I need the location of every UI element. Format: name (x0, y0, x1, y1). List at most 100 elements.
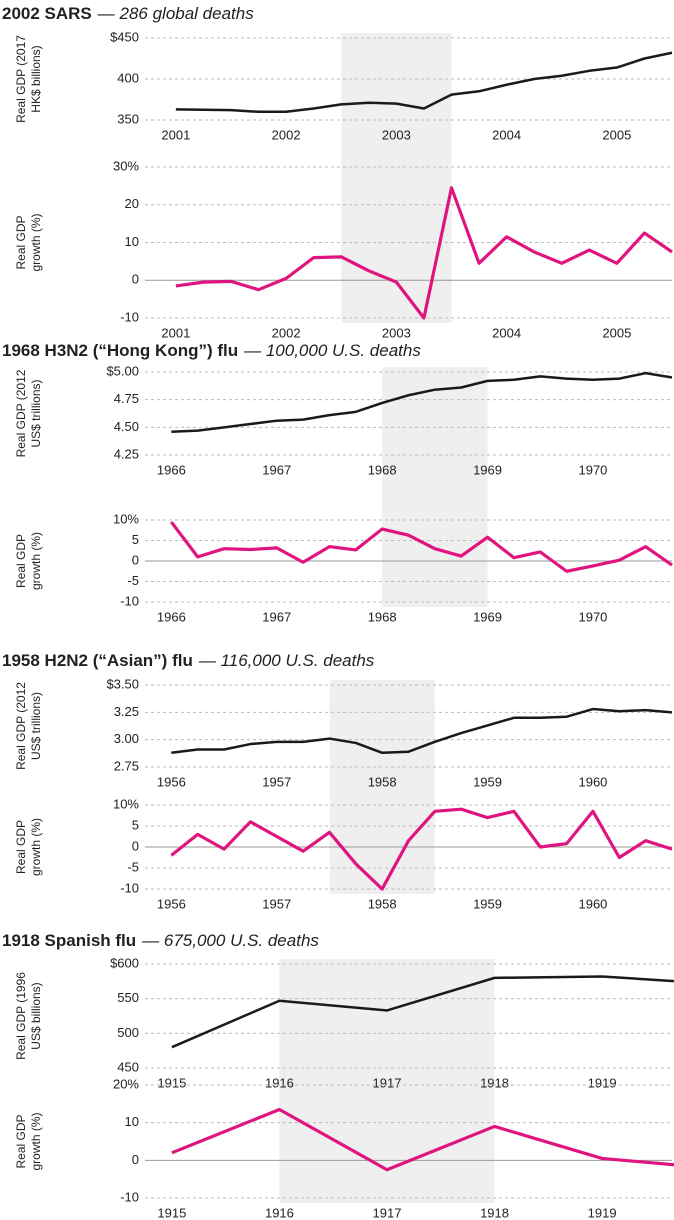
y-tick-label: -5 (127, 573, 139, 588)
y-axis-label: Real GDP (2012 (14, 682, 28, 770)
chart: 1968 H3N2 (“Hong Kong”) flu — 100,000 U.S… (2, 341, 673, 607)
data-line (171, 1107, 674, 1172)
y-axis-label: Real GDP (2017 (14, 35, 28, 123)
data-line (171, 371, 673, 434)
y-tick-label: 450 (117, 1059, 139, 1074)
x-tick-label: 1970 (578, 609, 607, 624)
y-tick-label: -10 (120, 309, 139, 324)
shaded-period (341, 33, 452, 323)
chart: 2002 SARS — 286 global deaths $450 400 350 Re… (2, 4, 673, 323)
x-tick-label: 2005 (602, 325, 631, 340)
y-tick-label: 4.75 (114, 391, 139, 406)
x-tick-label: 1967 (262, 609, 291, 624)
y-tick-label: $5.00 (106, 363, 139, 378)
y-tick-label: -5 (127, 859, 139, 874)
y-axis-label: growth (%) (29, 213, 43, 271)
y-tick-label: 4.50 (114, 419, 139, 434)
shaded-period (329, 680, 435, 894)
y-tick-label: 20% (113, 1076, 139, 1091)
x-tick-label: 1956 (157, 774, 186, 789)
chart-title: 1958 H2N2 (“Asian”) flu — 116,000 U.S. de… (2, 651, 375, 670)
y-tick-label: 4.25 (114, 446, 139, 461)
x-tick-label: 1970 (578, 462, 607, 477)
x-tick-label: 2005 (602, 127, 631, 142)
y-axis-label: growth (%) (29, 818, 43, 876)
x-tick-label: 2001 (161, 127, 190, 142)
x-tick-label: 2002 (272, 127, 301, 142)
x-tick-label: 2001 (161, 325, 190, 340)
x-tick-label: 1918 (480, 1075, 509, 1090)
x-tick-label: 1915 (157, 1075, 186, 1090)
y-axis-label: Real GDP (1996 (14, 972, 28, 1060)
data-line (170, 807, 673, 891)
x-tick-label: 1966 (157, 462, 186, 477)
y-tick-label: 550 (117, 990, 139, 1005)
y-tick-label: 0 (132, 838, 139, 853)
x-tick-label: 2002 (272, 325, 301, 340)
y-tick-label: 5 (132, 532, 139, 547)
y-tick-label: 400 (117, 70, 139, 85)
x-tick-label: 2004 (492, 127, 521, 142)
y-tick-label: 500 (117, 1025, 139, 1040)
y-axis-label: Real GDP (14, 534, 28, 588)
y-tick-label: 5 (132, 817, 139, 832)
y-axis-label: growth (%) (29, 532, 43, 590)
y-tick-label: 2.75 (114, 758, 139, 773)
y-tick-label: 0 (132, 272, 139, 287)
x-tick-label: 1960 (578, 896, 607, 911)
data-line (171, 707, 673, 755)
chart: 20% 10 0 -10 Real GDP growth (%) 1915 1916 1917 1… (14, 1076, 674, 1220)
x-tick-label: 1957 (262, 896, 291, 911)
y-tick-label: -10 (120, 593, 139, 608)
chart-title: 1968 H3N2 (“Hong Kong”) flu — 100,000 U.S… (2, 341, 421, 360)
data-line (175, 186, 673, 320)
x-tick-label: 1957 (262, 774, 291, 789)
x-tick-label: 2003 (382, 127, 411, 142)
y-tick-label: 10 (125, 234, 139, 249)
y-axis-label: Real GDP (14, 820, 28, 874)
x-tick-label: 1959 (473, 774, 502, 789)
y-tick-label: 20 (125, 196, 139, 211)
y-axis-label: Real GDP (2012 (14, 369, 28, 457)
shaded-period (279, 959, 495, 1203)
title-sub: — 286 global deaths (97, 4, 254, 23)
shaded-period (382, 367, 488, 607)
x-tick-label: 1969 (473, 609, 502, 624)
chart: 10% 5 0 -5 -10 Real GDP growth (%) 1956 1957 1958… (14, 796, 673, 911)
x-tick-label: 1918 (480, 1205, 509, 1220)
y-tick-label: 3.25 (114, 704, 139, 719)
data-line (170, 521, 673, 573)
y-tick-label: -10 (120, 880, 139, 895)
x-tick-label: 1960 (578, 774, 607, 789)
chart: 1958 H2N2 (“Asian”) flu — 116,000 U.S. de… (2, 651, 673, 894)
y-axis-label: HK$ billions) (29, 45, 43, 112)
y-tick-label: 10% (113, 511, 139, 526)
x-tick-label: 1958 (368, 774, 397, 789)
y-tick-label: -10 (120, 1189, 139, 1204)
x-tick-label: 1916 (265, 1205, 294, 1220)
title-main: 1958 H2N2 (“Asian”) flu (2, 651, 193, 670)
title-main: 2002 SARS (2, 4, 92, 23)
x-tick-label: 1919 (588, 1075, 617, 1090)
title-main: 1918 Spanish flu (2, 931, 136, 950)
x-tick-label: 1915 (157, 1205, 186, 1220)
x-tick-label: 1968 (368, 609, 397, 624)
y-axis-label: US$ trillions) (29, 692, 43, 760)
title-sub: — 100,000 U.S. deaths (243, 341, 421, 360)
x-tick-label: 2003 (382, 325, 411, 340)
x-tick-label: 2004 (492, 325, 521, 340)
y-axis-label: growth (%) (29, 1112, 43, 1170)
y-tick-label: 0 (132, 1152, 139, 1167)
title-sub: — 116,000 U.S. deaths (198, 651, 375, 670)
y-axis-label: Real GDP (14, 215, 28, 269)
title-sub: — 675,000 U.S. deaths (141, 931, 319, 950)
x-tick-label: 1959 (473, 896, 502, 911)
chart: 1918 Spanish flu — 675,000 U.S. deaths$60… (2, 931, 674, 1203)
data-line (175, 51, 673, 114)
data-line (171, 975, 674, 1049)
x-tick-label: 1969 (473, 462, 502, 477)
y-tick-label: 350 (117, 111, 139, 126)
x-tick-label: 1916 (265, 1075, 294, 1090)
chart-title: 2002 SARS — 286 global deaths (2, 4, 254, 23)
